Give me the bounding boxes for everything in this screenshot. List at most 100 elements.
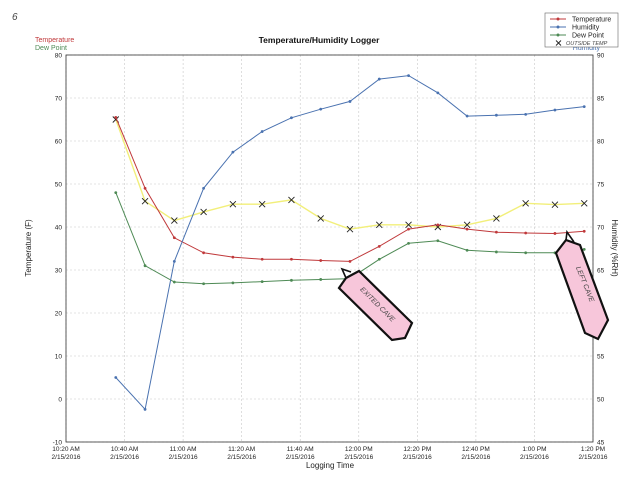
point-temperature xyxy=(524,231,528,235)
point-temperature xyxy=(172,236,176,240)
annotation-exited-cave: EXITED CAVE xyxy=(337,267,414,342)
y-left-tick-label: 60 xyxy=(55,138,63,145)
y-right-tick-label: 90 xyxy=(597,52,605,59)
point-dew-point xyxy=(407,241,410,245)
point-temperature xyxy=(407,227,410,231)
legend-marker-outside-temp xyxy=(555,40,562,46)
plot-frame xyxy=(65,54,594,443)
series xyxy=(112,74,588,411)
y-right-tick-label: 80 xyxy=(597,138,605,145)
legend-label-outside-temp: OUTSIDE TEMP xyxy=(566,41,608,47)
point-humidity xyxy=(319,107,323,111)
y-left-tick-label: 50 xyxy=(55,181,63,188)
x-tick-label-time: 12:00 PM xyxy=(345,446,373,453)
point-temperature xyxy=(553,232,557,235)
point-temperature xyxy=(377,244,381,248)
series-line-humidity xyxy=(115,75,585,411)
point-temperature xyxy=(202,251,206,255)
y-left-tick-label: 40 xyxy=(55,224,63,231)
point-outside-temp xyxy=(258,200,266,208)
point-outside-temp xyxy=(522,200,529,207)
annotation-left-cave: LEFT CAVE xyxy=(554,229,610,341)
x-tick-label-date: 2/15/2016 xyxy=(461,454,490,461)
point-humidity xyxy=(377,77,381,81)
point-dew-point xyxy=(260,280,264,284)
point-outside-temp xyxy=(200,208,207,216)
point-dew-point xyxy=(202,282,206,286)
point-dew-point xyxy=(436,239,440,243)
legend-label-temperature: Temperature xyxy=(572,16,611,23)
x-tick-label-date: 2/15/2016 xyxy=(52,454,81,461)
y-axis-left-title: Temperature (F) xyxy=(24,219,33,277)
left-cave-arrow xyxy=(554,238,610,341)
point-outside-temp xyxy=(551,201,559,208)
point-outside-temp xyxy=(141,197,149,205)
y-right-tick-label: 50 xyxy=(597,396,605,403)
left-header-temperature: Temperature xyxy=(35,37,74,44)
point-outside-temp xyxy=(463,221,471,229)
x-tick-label-time: 1:00 PM xyxy=(522,446,546,453)
exited-cave-arrow-tip xyxy=(340,267,352,279)
point-temperature xyxy=(582,229,586,233)
point-dew-point xyxy=(465,248,469,252)
point-humidity xyxy=(290,116,293,120)
y-left-tick-label: 30 xyxy=(55,267,63,274)
point-humidity xyxy=(348,100,352,103)
point-humidity xyxy=(494,113,498,117)
y-left-tick-label: 70 xyxy=(55,95,63,102)
legend-label-dew-point: Dew Point xyxy=(572,32,604,39)
point-dew-point xyxy=(494,250,498,254)
point-temperature xyxy=(319,259,323,262)
x-tick-label-time: 11:00 AM xyxy=(170,446,197,453)
y-left-tick-label: 10 xyxy=(55,353,63,360)
x-tick-label-time: 12:20 PM xyxy=(403,446,431,453)
point-humidity xyxy=(231,150,235,154)
y-right-tick-label: 45 xyxy=(597,439,605,446)
point-outside-temp xyxy=(346,225,354,233)
point-dew-point xyxy=(377,257,381,261)
point-temperature xyxy=(348,260,352,263)
point-dew-point xyxy=(582,247,586,251)
x-tick-label-time: 12:40 PM xyxy=(462,446,490,453)
point-temperature xyxy=(260,257,264,261)
x-tick-label-date: 2/15/2016 xyxy=(286,454,315,461)
left-header-dew-point: Dew Point xyxy=(35,45,67,52)
legend-label-humidity: Humidity xyxy=(572,24,600,31)
y-left-tick-label: 20 xyxy=(55,310,63,317)
y-axis-right: 45505560657075808590 xyxy=(597,52,605,446)
point-temperature xyxy=(494,230,498,234)
y-right-tick-label: 75 xyxy=(597,181,605,188)
point-humidity xyxy=(524,112,528,116)
point-humidity xyxy=(553,108,557,112)
point-humidity xyxy=(260,130,264,133)
corner-mark: 6 xyxy=(12,12,18,23)
point-humidity xyxy=(582,105,586,108)
point-humidity xyxy=(143,407,147,411)
x-tick-label-time: 11:20 AM xyxy=(228,446,255,453)
point-humidity xyxy=(465,114,469,118)
y-right-tick-label: 70 xyxy=(597,224,605,231)
x-tick-label-date: 2/15/2016 xyxy=(227,454,256,461)
exited-cave-arrow xyxy=(337,269,414,342)
y-left-tick-label: -10 xyxy=(53,439,63,446)
left-cave-arrow-tip xyxy=(565,229,575,243)
point-outside-temp xyxy=(317,215,325,222)
point-outside-temp xyxy=(580,200,588,207)
y-left-tick-label: 0 xyxy=(58,396,62,403)
point-outside-temp xyxy=(405,221,412,229)
x-axis-title: Logging Time xyxy=(306,461,355,470)
x-tick-label-date: 2/15/2016 xyxy=(520,454,549,461)
y-right-tick-label: 55 xyxy=(597,353,605,360)
point-temperature xyxy=(465,227,469,231)
point-humidity xyxy=(202,186,206,190)
point-temperature xyxy=(436,223,440,227)
y-axis-right-title: Humidity (%RH) xyxy=(610,219,619,277)
point-temperature xyxy=(231,255,235,259)
point-humidity xyxy=(172,260,176,263)
point-dew-point xyxy=(143,264,147,268)
point-outside-temp xyxy=(288,196,295,204)
x-tick-label-date: 2/15/2016 xyxy=(344,454,373,461)
